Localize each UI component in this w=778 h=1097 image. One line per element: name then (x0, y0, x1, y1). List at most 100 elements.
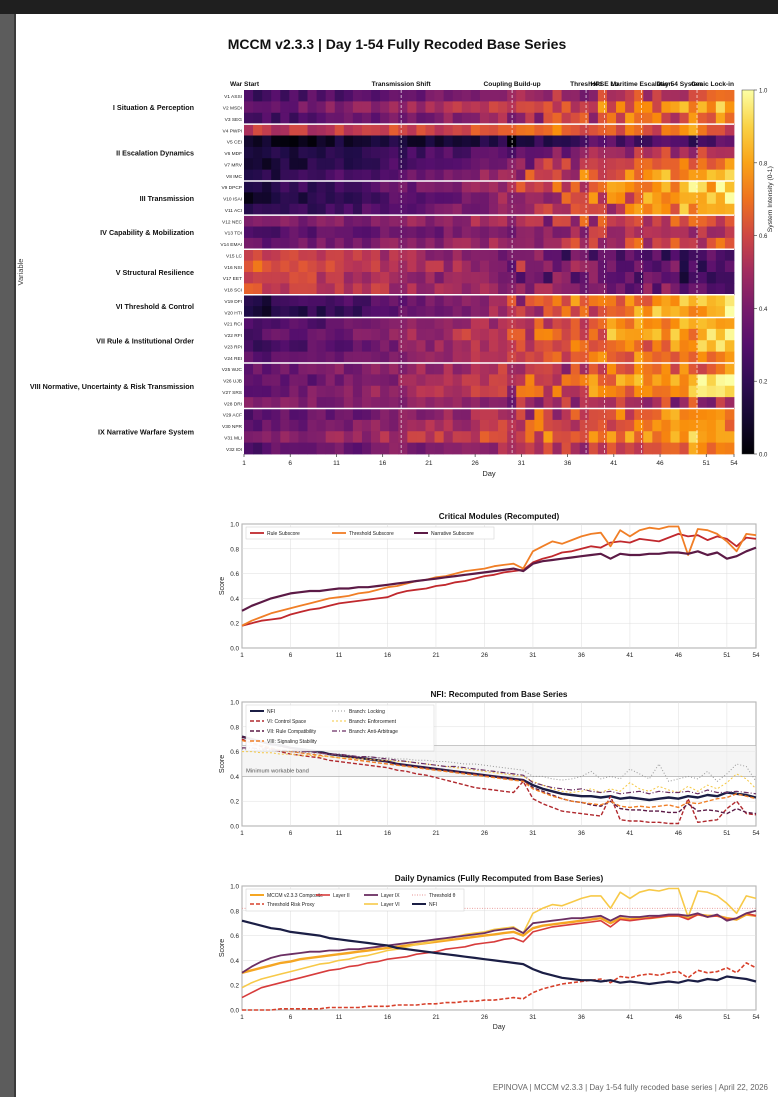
heatmap-cell (452, 431, 463, 444)
heatmap-cell (643, 237, 653, 250)
heatmap-cell (343, 215, 354, 227)
heatmap-cell (316, 385, 327, 398)
x-tick-label: 11 (336, 1014, 343, 1021)
heatmap-cell (507, 283, 517, 296)
heatmap-cell (461, 306, 472, 318)
heatmap-cell (570, 124, 581, 136)
heatmap-cell (634, 419, 644, 432)
heatmap-cell (534, 192, 544, 205)
heatmap-cell (416, 431, 426, 444)
heatmap-cell (371, 340, 381, 353)
heatmap-cell (670, 169, 680, 182)
x-tick-label: 1 (242, 460, 246, 467)
heatmap-cell (325, 101, 336, 114)
heatmap-cell (307, 181, 317, 193)
heatmap-cell (361, 249, 372, 262)
heatmap-cell (534, 215, 544, 227)
group-label: II Escalation Dynamics (116, 149, 194, 158)
heatmap-cell (416, 397, 426, 409)
heatmap-cell (389, 351, 399, 364)
heatmap-cell (334, 135, 345, 148)
heatmap-cell (679, 90, 690, 102)
heatmap-cell (625, 328, 635, 341)
heatmap-cell (371, 385, 381, 398)
heatmap-cell (652, 317, 662, 330)
heatmap-cell (616, 306, 626, 318)
heatmap-cell (597, 215, 608, 227)
heatmap-cell (380, 192, 390, 205)
heatmap-cell (343, 135, 354, 148)
heatmap-cell (516, 374, 526, 387)
x-tick-label: 54 (752, 830, 760, 837)
heatmap-cell (289, 385, 299, 398)
heatmap-cell (479, 408, 490, 421)
heatmap-cell (280, 363, 290, 375)
heatmap-cell (579, 237, 590, 250)
heatmap-cell (561, 101, 572, 114)
heatmap-cell (552, 249, 562, 262)
heatmap-cell (588, 363, 599, 375)
x-tick-label: 51 (723, 652, 731, 659)
heatmap-cell (616, 431, 626, 444)
heatmap-cell (570, 363, 581, 375)
heatmap-cell (307, 158, 317, 171)
heatmap-cell (498, 442, 508, 455)
heatmap-cell (670, 294, 680, 307)
heatmap-cell (489, 385, 499, 398)
heatmap-cell (280, 340, 290, 353)
heatmap-cell (679, 408, 690, 421)
heatmap-cell (307, 374, 317, 387)
heatmap-cell (416, 135, 426, 148)
heatmap-cell (552, 112, 562, 125)
heatmap-cell (498, 306, 508, 318)
heatmap-cell (425, 294, 435, 307)
heatmap-cell (470, 431, 481, 444)
heatmap-cell (597, 351, 608, 364)
heatmap-cell (625, 192, 635, 205)
heatmap-cell (534, 249, 544, 262)
heatmap-cell (625, 385, 635, 398)
heatmap-cell (489, 408, 499, 421)
heatmap-cell (298, 124, 308, 136)
heatmap-cell (498, 124, 508, 136)
heatmap-cell (616, 294, 626, 307)
heatmap-cell (679, 226, 690, 239)
heatmap-cell (262, 249, 272, 262)
heatmap-cell (724, 135, 735, 148)
row-label: V16 NSI (224, 265, 242, 271)
heatmap-cell (688, 442, 699, 455)
x-tick-label: 26 (481, 830, 489, 837)
heatmap-cell (661, 112, 671, 125)
heatmap-cell (616, 192, 626, 205)
heatmap-cell (543, 124, 553, 136)
heatmap-cell (543, 249, 553, 262)
heatmap-cell (271, 90, 281, 102)
heatmap-cell (661, 272, 671, 284)
heatmap-cell (398, 283, 408, 296)
heatmap-cell (352, 124, 363, 136)
heatmap-cell (634, 294, 644, 307)
heatmap-cell (334, 181, 345, 193)
heatmap-cell (380, 249, 390, 262)
heatmap-cell (280, 351, 290, 364)
heatmap-cell (652, 306, 662, 318)
heatmap-cell (352, 397, 363, 409)
heatmap-cell (616, 408, 626, 421)
heatmap-cell (334, 203, 345, 216)
heatmap-cell (661, 419, 671, 432)
heatmap-cell (670, 215, 680, 227)
heatmap-cell (325, 363, 336, 375)
heatmap-cell (643, 363, 653, 375)
legend-label: Branch: Locking (349, 709, 385, 715)
heatmap-cell (253, 215, 263, 227)
heatmap-cell (389, 306, 399, 318)
x-tick-label: 16 (384, 652, 392, 659)
heatmap-cell (697, 192, 708, 205)
heatmap-cell (688, 397, 699, 409)
heatmap-cell (334, 169, 345, 182)
heatmap-cell (543, 203, 553, 216)
heatmap-cell (461, 158, 472, 171)
heatmap-cell (670, 249, 680, 262)
heatmap-cell (271, 169, 281, 182)
heatmap-cell (416, 272, 426, 284)
